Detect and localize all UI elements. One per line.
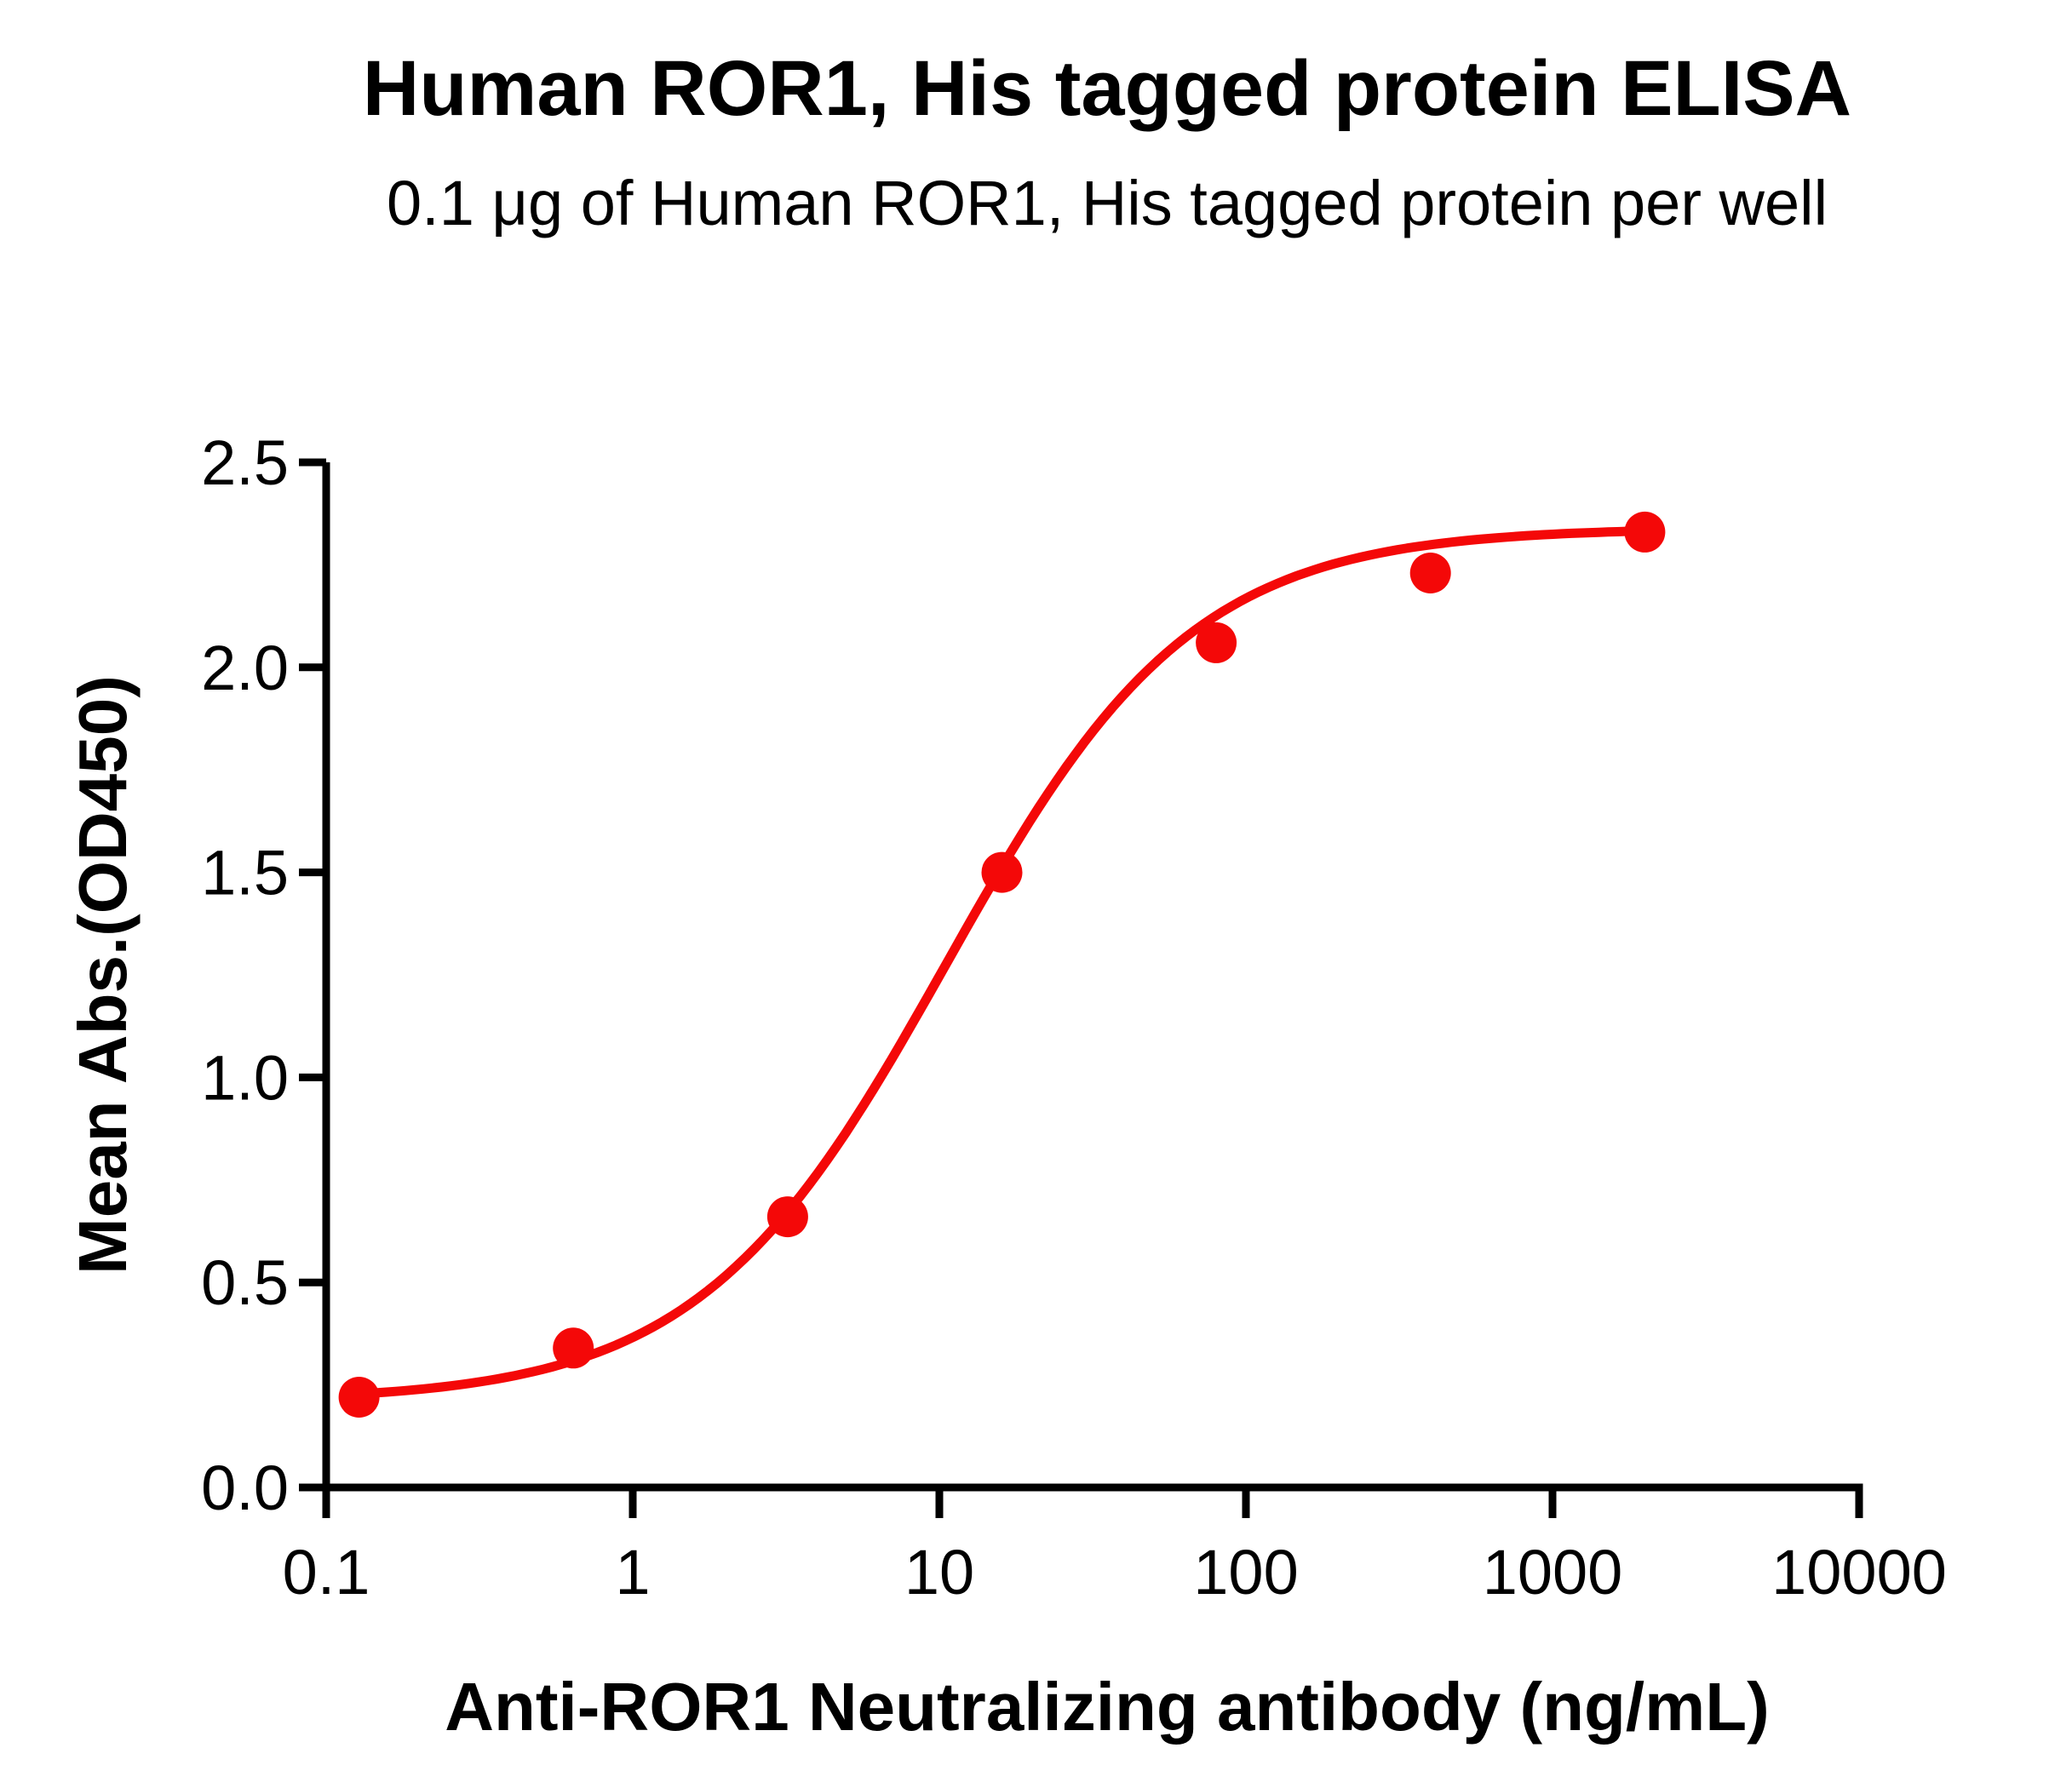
y-tick-label: 0.5 xyxy=(201,1247,289,1318)
x-tick-label: 1 xyxy=(615,1537,650,1607)
x-tick-label: 100 xyxy=(1193,1537,1298,1607)
data-point xyxy=(553,1327,594,1369)
y-tick-label: 1.0 xyxy=(201,1042,289,1113)
y-tick-label: 2.0 xyxy=(201,633,289,703)
data-point xyxy=(1624,511,1666,553)
data-point xyxy=(338,1377,380,1418)
data-series xyxy=(338,511,1666,1418)
x-axis-title: Anti-ROR1 Neutralizing antibody (ng/mL) xyxy=(445,1669,1769,1745)
x-tick-label: 10 xyxy=(904,1537,974,1607)
y-tick-label: 2.5 xyxy=(201,427,289,498)
chart-title: Human ROR1, His tagged protein ELISA xyxy=(362,45,1852,132)
y-axis-title: Mean Abs.(OD450) xyxy=(65,675,141,1275)
y-tick-label: 0.0 xyxy=(201,1453,289,1523)
x-tick-label: 1000 xyxy=(1483,1537,1623,1607)
y-tick-label: 1.5 xyxy=(201,838,289,908)
data-point xyxy=(766,1196,808,1238)
x-tick-label: 0.1 xyxy=(283,1537,370,1607)
data-point xyxy=(1409,553,1451,593)
data-point xyxy=(1196,622,1237,663)
chart-subtitle: 0.1 μg of Human ROR1, His tagged protein… xyxy=(386,168,1828,238)
x-tick-label: 10000 xyxy=(1771,1537,1947,1607)
axes: 0.1 1 10 100 1000 10000 0.0 0.5 1.0 1.5 2.0 2.5 xyxy=(201,427,1947,1607)
fit-curve xyxy=(354,526,1650,1399)
data-point xyxy=(981,851,1023,893)
